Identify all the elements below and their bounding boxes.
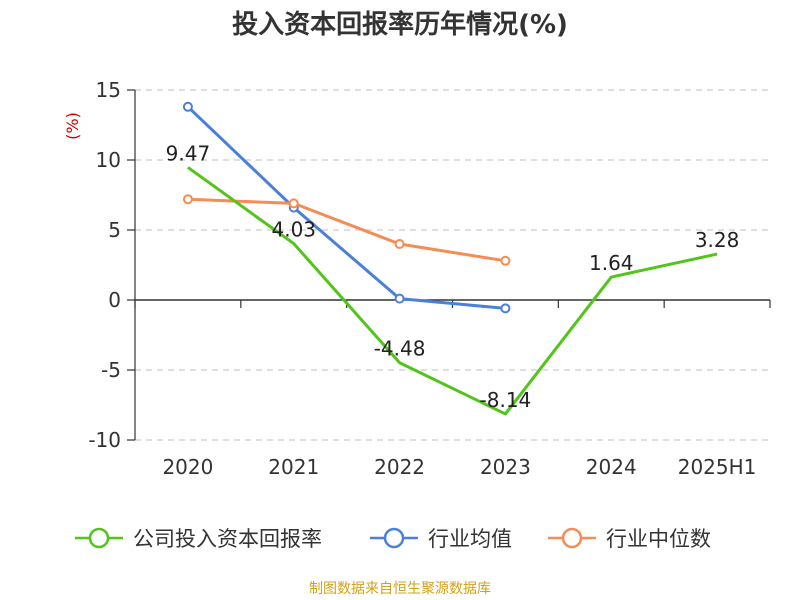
series-line (187, 166, 718, 416)
series-line (187, 197, 506, 263)
x-tick-label: 2020 (162, 455, 213, 479)
legend-label: 行业中位数 (606, 527, 711, 551)
y-tick-label: -10 (88, 428, 121, 452)
legend: 公司投入资本回报率 行业均值 行业中位数 (75, 527, 711, 551)
x-tick-label: 2022 (374, 455, 425, 479)
x-tick-label: 2025H1 (678, 455, 757, 479)
y-tick-label: 5 (108, 218, 121, 242)
legend-label: 行业均值 (428, 527, 512, 551)
y-tick-label: 15 (96, 78, 121, 102)
legend-item[interactable]: 行业均值 (370, 527, 512, 551)
data-point (500, 255, 511, 266)
data-label: 9.47 (166, 141, 211, 165)
axes: -10 -5 0 5 10 15 2020 2021 2022 2023 2024 2025H1 (88, 78, 771, 479)
data-point (394, 293, 405, 304)
data-label: 4.03 (271, 218, 316, 242)
data-point (288, 198, 299, 209)
series-0: 9.47 4.03 -4.48 -8.14 1.64 3.28 (166, 141, 740, 416)
legend-marker (561, 527, 583, 549)
chart-title: 投入资本回报率历年情况(%) (232, 10, 568, 40)
y-tick-label: 10 (96, 148, 121, 172)
y-tick-label: -5 (101, 358, 121, 382)
grid-lines (135, 89, 770, 441)
legend-marker (88, 527, 110, 549)
data-label: -8.14 (480, 388, 532, 412)
data-label: 3.28 (695, 228, 740, 252)
legend-label: 公司投入资本回报率 (133, 527, 322, 551)
data-point (500, 303, 511, 314)
legend-item[interactable]: 行业中位数 (548, 527, 711, 551)
series-1 (182, 101, 511, 314)
data-point (182, 101, 193, 112)
data-label: -4.48 (374, 337, 426, 361)
x-tick-label: 2021 (268, 455, 319, 479)
series-lines: 9.47 4.03 -4.48 -8.14 1.64 3.28 (166, 101, 740, 416)
data-source-note: 制图数据来自恒生聚源数据库 (309, 581, 491, 597)
x-tick-label: 2023 (480, 455, 531, 479)
y-axis-label: (%) (63, 112, 82, 140)
legend-marker (383, 527, 405, 549)
y-tick-label: 0 (108, 288, 121, 312)
series-line (186, 105, 506, 310)
legend-item[interactable]: 公司投入资本回报率 (75, 527, 322, 551)
data-point (394, 239, 405, 249)
x-tick-label: 2024 (586, 455, 637, 479)
data-point (182, 194, 193, 205)
series-2 (182, 194, 511, 266)
data-label: 1.64 (589, 251, 634, 275)
